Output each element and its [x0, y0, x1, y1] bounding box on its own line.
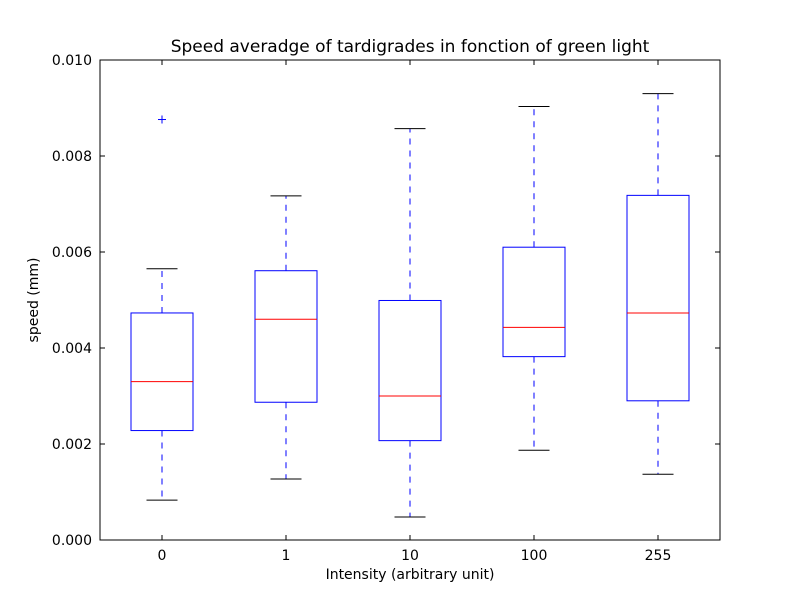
box: [130, 312, 194, 432]
x-tick-label: 255: [645, 548, 672, 564]
box-group-255: [626, 93, 690, 475]
y-tick-label: 0.010: [52, 53, 92, 69]
y-axis-label: speed (mm): [26, 258, 42, 343]
box: [378, 299, 442, 442]
box: [254, 270, 318, 403]
x-tick-label: 10: [401, 548, 419, 564]
y-tick-label: 0.002: [52, 437, 92, 453]
outlier-marker: [158, 115, 166, 124]
y-tick-label: 0.004: [52, 341, 92, 357]
y-tick-label: 0.006: [52, 245, 92, 261]
x-tick-label: 100: [521, 548, 548, 564]
box-group-10: [378, 128, 442, 518]
chart-title: Speed averadge of tardigrades in fonctio…: [171, 37, 650, 57]
axis-ticks: 0.000 0.002 0.004 0.006 0.008 0.010 0 1 10 100 255: [52, 53, 720, 564]
x-tick-label: 1: [282, 548, 291, 564]
box-group-100: [502, 106, 566, 451]
box-group-1: [254, 195, 318, 480]
x-axis-label: Intensity (arbitrary unit): [326, 567, 495, 583]
box: [626, 194, 690, 402]
y-tick-label: 0.000: [52, 533, 92, 549]
plot-area: [130, 93, 690, 518]
y-tick-label: 0.008: [52, 149, 92, 165]
x-tick-label: 0: [158, 548, 167, 564]
box-group-0: [130, 115, 194, 501]
box: [502, 246, 566, 358]
